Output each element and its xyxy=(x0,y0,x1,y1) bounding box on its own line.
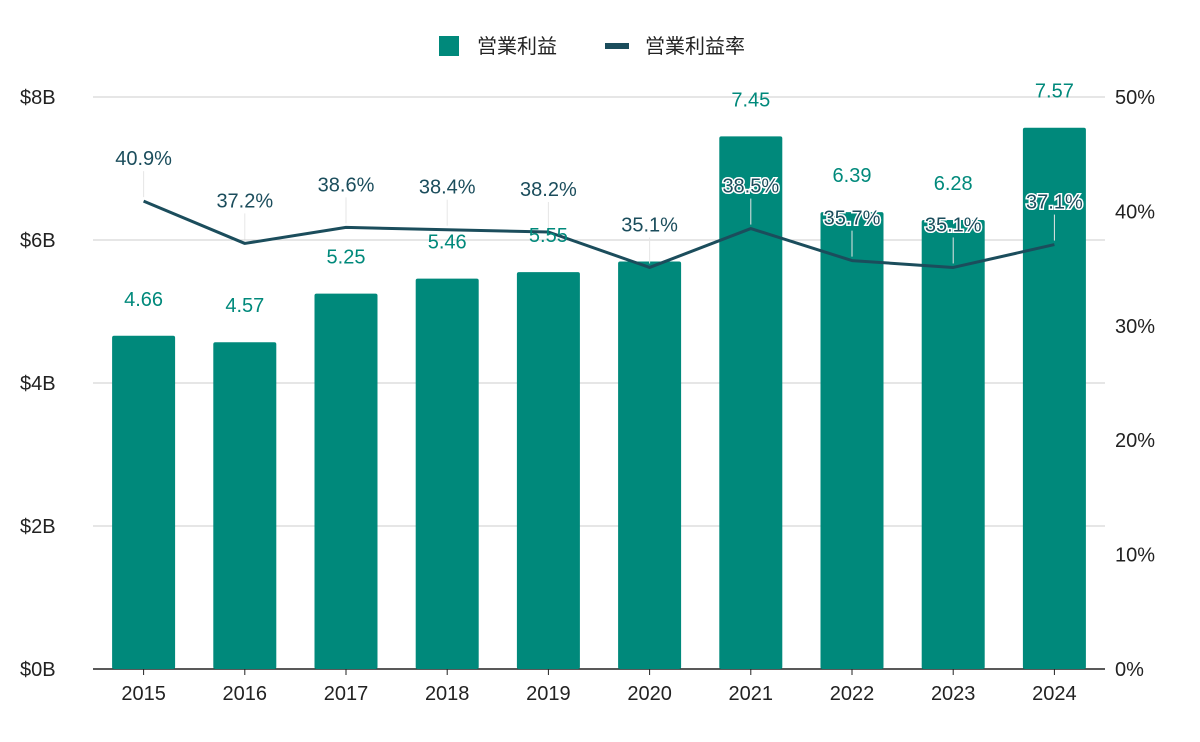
line-value-label: 35.7% xyxy=(824,208,881,230)
line-value-label: 38.5% xyxy=(722,176,779,198)
y-right-tick-label: 20% xyxy=(1115,430,1155,452)
x-tick-label: 2024 xyxy=(1032,683,1077,705)
bar-value-label: 4.57 xyxy=(225,295,264,317)
line-operating-margin xyxy=(143,199,1055,269)
bar-value-label: 7.45 xyxy=(731,89,770,111)
x-axis-ticks: 2015 2016 2017 2018 2019 2020 2021 2022 2023 2024 xyxy=(121,669,1077,705)
bar-2020 xyxy=(618,261,682,669)
line-series xyxy=(143,199,1055,269)
legend-swatch-line xyxy=(605,43,629,49)
line-value-label: 35.1% xyxy=(621,214,678,236)
bar-2016 xyxy=(213,342,277,669)
y-right-tick-label: 10% xyxy=(1115,545,1155,567)
y-right-tick-label: 50% xyxy=(1115,87,1155,109)
legend: 営業利益 営業利益率 xyxy=(439,34,745,58)
y-right-tick-label: 30% xyxy=(1115,316,1155,338)
legend-swatch-bar xyxy=(439,36,459,56)
y-left-tick-label: $6B xyxy=(20,230,56,252)
bar-value-label: 5.55 xyxy=(529,225,568,247)
line-value-label: 35.1% xyxy=(925,214,982,236)
x-tick-label: 2021 xyxy=(729,683,774,705)
y-right-tick-label: 40% xyxy=(1115,201,1155,223)
bar-2015 xyxy=(112,335,176,669)
bar-value-label: 7.57 xyxy=(1035,81,1074,103)
bar-value-label: 5.25 xyxy=(327,247,366,269)
line-value-label: 37.1% xyxy=(1026,192,1083,214)
line-value-label: 38.4% xyxy=(419,177,476,199)
bar-value-label: 4.66 xyxy=(124,289,163,311)
y-left-tick-label: $2B xyxy=(20,516,56,538)
bar-2017 xyxy=(314,293,378,669)
bar-2018 xyxy=(415,278,479,669)
legend-label-line: 営業利益率 xyxy=(645,34,745,58)
line-value-label: 40.9% xyxy=(115,148,172,170)
line-value-label: 37.2% xyxy=(216,190,273,212)
y-right-tick-label: 0% xyxy=(1115,659,1144,681)
bar-value-label: 5.46 xyxy=(428,232,467,254)
x-tick-label: 2017 xyxy=(324,683,369,705)
bar-value-label: 6.39 xyxy=(833,165,872,187)
right-axis-ticks: 0% 10% 20% 30% 40% 50% xyxy=(1115,87,1155,681)
x-tick-label: 2019 xyxy=(526,683,571,705)
x-tick-label: 2015 xyxy=(121,683,166,705)
line-value-label: 38.6% xyxy=(318,174,375,196)
bar-2024 xyxy=(1022,127,1086,670)
x-tick-label: 2016 xyxy=(223,683,268,705)
line-data-labels: 40.9% 37.2% 38.6% 38.4% 38.2% 35.1% 38.5% 35.7%… xyxy=(114,147,1084,264)
y-left-tick-label: $0B xyxy=(20,659,56,681)
bar-data-labels: 4.66 4.57 5.25 5.46 5.55 7.45 6.39 6.28 7.57 xyxy=(124,81,1074,317)
line-value-label: 38.2% xyxy=(520,179,577,201)
x-tick-label: 2023 xyxy=(931,683,976,705)
bar-2023 xyxy=(921,219,985,670)
y-left-tick-label: $4B xyxy=(20,373,56,395)
bar-2021 xyxy=(719,136,783,669)
x-tick-label: 2018 xyxy=(425,683,470,705)
bar-value-label: 6.28 xyxy=(934,173,973,195)
y-left-tick-label: $8B xyxy=(20,87,56,109)
bar-2022 xyxy=(820,212,884,670)
x-tick-label: 2020 xyxy=(627,683,672,705)
bar-2019 xyxy=(516,272,580,669)
x-tick-label: 2022 xyxy=(830,683,875,705)
legend-label-bar: 営業利益 xyxy=(477,34,557,58)
left-axis-ticks: $0B $2B $4B $6B $8B xyxy=(20,87,56,681)
bars xyxy=(112,127,1086,670)
